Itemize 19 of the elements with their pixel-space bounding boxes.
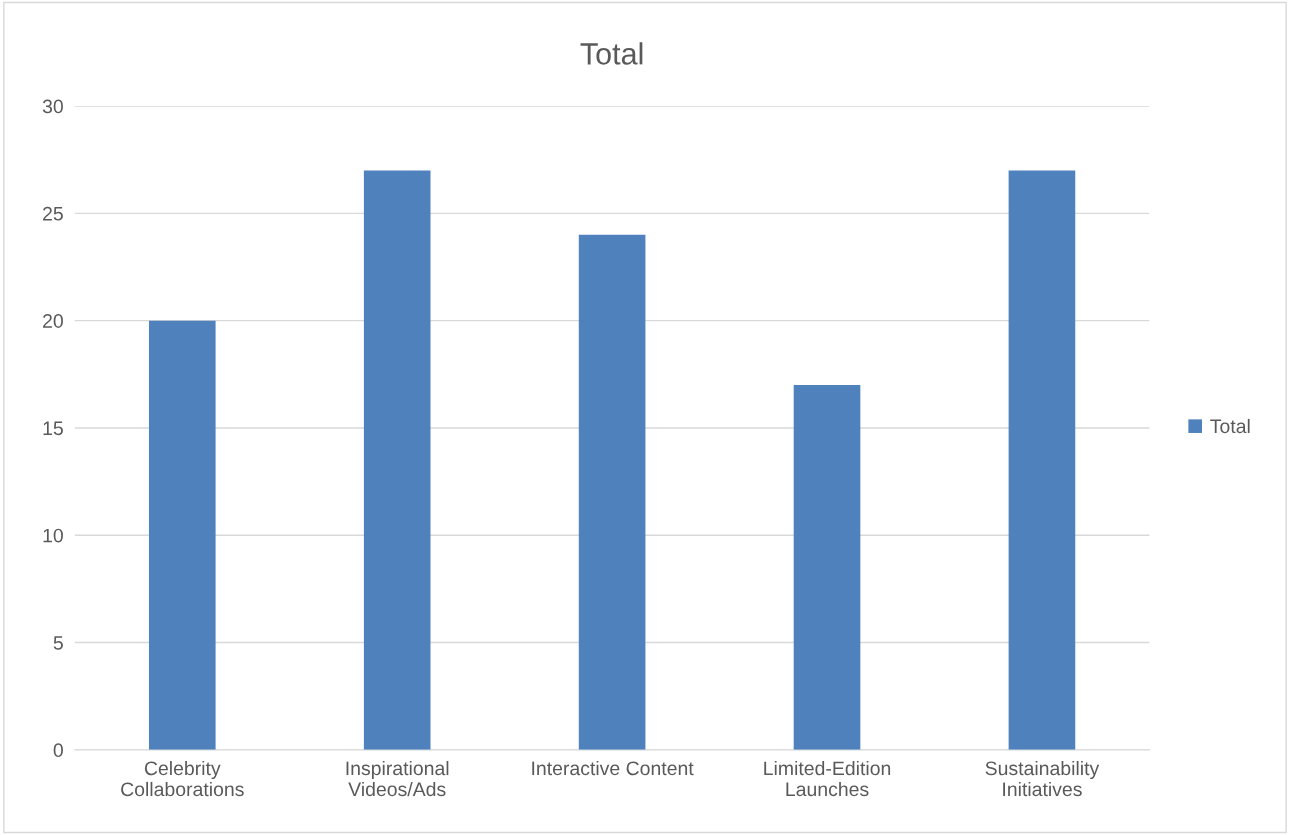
- y-tick-label: 30: [42, 99, 63, 114]
- y-tick-label: 15: [43, 421, 63, 436]
- chart-title: Total: [580, 42, 643, 65]
- bar: [363, 170, 431, 750]
- x-tick-label: Interactive Content: [532, 760, 694, 776]
- x-tick-label: Inspirational Videos/Ads: [346, 760, 449, 797]
- bar: [148, 320, 216, 750]
- x-tick-label: Sustainability Initiatives: [985, 760, 1100, 797]
- y-tick-label: 20: [43, 314, 63, 328]
- x-tick-label: Limited-Edition Launches: [764, 760, 891, 797]
- y-tick-label: 5: [53, 636, 63, 650]
- y-tick-label: 0: [53, 743, 63, 758]
- legend-label: Total: [1210, 418, 1250, 434]
- x-tick-label: Celebrity Collaborations: [121, 760, 244, 797]
- bar: [793, 385, 861, 750]
- bar: [1008, 170, 1076, 750]
- y-tick-label: 25: [43, 206, 63, 221]
- y-tick-label: 10: [43, 528, 63, 543]
- bar: [578, 234, 646, 750]
